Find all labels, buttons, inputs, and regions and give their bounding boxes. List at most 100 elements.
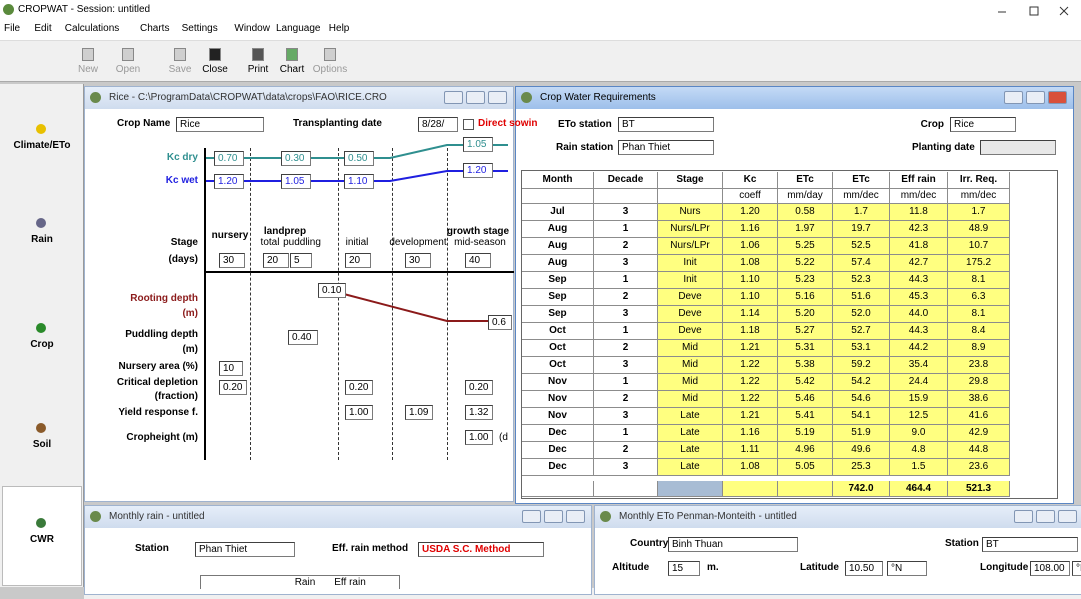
- window-button[interactable]: [1004, 91, 1023, 104]
- table-cell: 1.10: [723, 272, 778, 289]
- toolbar-button[interactable]: Chart: [279, 64, 305, 75]
- input-field[interactable]: Rice: [176, 117, 264, 132]
- table-cell: Oct: [522, 323, 594, 340]
- table-cell: Deve: [658, 289, 723, 306]
- unit-cell: [522, 189, 594, 204]
- window-button[interactable]: [1014, 510, 1033, 523]
- input-field[interactable]: 1.10: [344, 174, 374, 189]
- dropdown[interactable]: °N: [887, 561, 927, 576]
- table-cell: 45.3: [890, 289, 948, 306]
- input-field[interactable]: 0.50: [344, 151, 374, 166]
- window-button[interactable]: [466, 91, 485, 104]
- input-field[interactable]: 108.00: [1030, 561, 1070, 576]
- sidebar-button[interactable]: CWR: [30, 534, 54, 545]
- window-button[interactable]: [544, 510, 563, 523]
- input-field[interactable]: 5: [290, 253, 312, 268]
- window-button[interactable]: [444, 91, 463, 104]
- window-controls[interactable]: [990, 4, 1080, 18]
- input-field[interactable]: 8/28/: [418, 117, 458, 132]
- label: Station: [945, 538, 979, 549]
- menu-item[interactable]: Window: [234, 23, 270, 34]
- input-field[interactable]: 1.32: [465, 405, 493, 420]
- input-field[interactable]: 10.50: [845, 561, 883, 576]
- window-button[interactable]: [488, 91, 507, 104]
- input-field[interactable]: 40: [465, 253, 491, 268]
- label: Cropheight (m): [126, 432, 198, 443]
- sidebar-button[interactable]: Climate/ETo: [13, 140, 71, 151]
- toolbar-button[interactable]: Close: [202, 64, 228, 75]
- window-title: Rice - C:\ProgramData\CROPWAT\data\crops…: [85, 87, 513, 109]
- input-field[interactable]: Phan Thiet: [618, 140, 714, 155]
- toolbar-button[interactable]: Options: [312, 64, 348, 75]
- label: Kc dry: [166, 152, 198, 163]
- input-field[interactable]: 1.05: [281, 174, 311, 189]
- menu-item[interactable]: Edit: [34, 23, 52, 34]
- label: Altitude: [612, 562, 650, 573]
- label: (fraction): [154, 391, 198, 402]
- input-field[interactable]: 1.20: [463, 163, 493, 178]
- table-cell: 44.3: [890, 272, 948, 289]
- input-field[interactable]: 0.30: [281, 151, 311, 166]
- sidebar-button[interactable]: Soil: [32, 439, 52, 450]
- window-button[interactable]: [1036, 510, 1055, 523]
- input-field[interactable]: 0.20: [345, 380, 373, 395]
- sidebar-button[interactable]: Crop: [30, 339, 54, 350]
- menu-item[interactable]: Settings: [181, 23, 218, 34]
- sidebar-button[interactable]: Rain: [31, 234, 53, 245]
- toolbar-button[interactable]: Save: [168, 64, 192, 75]
- column-header: Rain: [294, 577, 316, 588]
- input-field[interactable]: 15: [668, 561, 700, 576]
- table-cell: 44.0: [890, 306, 948, 323]
- stage-divider: [447, 148, 448, 460]
- table-cell: 1.08: [723, 459, 778, 476]
- table-cell: Mid: [658, 391, 723, 408]
- input-field[interactable]: BT: [982, 537, 1078, 552]
- input-field[interactable]: 0.6: [488, 315, 512, 330]
- input-field[interactable]: [980, 140, 1056, 155]
- input-field[interactable]: Rice: [950, 117, 1016, 132]
- window-button[interactable]: [1026, 91, 1045, 104]
- input-field[interactable]: 10: [219, 361, 243, 376]
- input-field[interactable]: 0.20: [465, 380, 493, 395]
- label: (d: [499, 432, 508, 443]
- input-field[interactable]: 0.10: [318, 283, 346, 298]
- menu-item[interactable]: Help: [328, 23, 350, 34]
- input-field[interactable]: Binh Thuan: [668, 537, 798, 552]
- window-button[interactable]: [566, 510, 585, 523]
- input-field[interactable]: 20: [345, 253, 371, 268]
- window-button[interactable]: [522, 510, 541, 523]
- input-field[interactable]: 0.70: [214, 151, 244, 166]
- input-field[interactable]: Phan Thiet: [195, 542, 295, 557]
- column-header: Decade: [594, 172, 658, 189]
- toolbar-button[interactable]: Print: [247, 64, 269, 75]
- table-cell: 1.22: [723, 391, 778, 408]
- window-button[interactable]: [1048, 91, 1067, 104]
- input-field[interactable]: 1.00: [465, 430, 493, 445]
- label: Latitude: [800, 562, 839, 573]
- input-field[interactable]: 1.00: [345, 405, 373, 420]
- label: Rain station: [556, 142, 614, 153]
- input-field[interactable]: 20: [263, 253, 289, 268]
- input-field[interactable]: 30: [405, 253, 431, 268]
- input-field[interactable]: 1.05: [463, 137, 493, 152]
- toolbar-button[interactable]: New: [77, 64, 98, 75]
- table-cell: 1.21: [723, 340, 778, 357]
- input-field[interactable]: 1.09: [405, 405, 433, 420]
- input-field[interactable]: 1.20: [214, 174, 244, 189]
- input-field[interactable]: 0.20: [219, 380, 247, 395]
- input-field[interactable]: 0.40: [288, 330, 318, 345]
- input-field[interactable]: 30: [219, 253, 245, 268]
- menu-item[interactable]: File: [4, 23, 21, 34]
- stage-label: growth stage: [446, 226, 510, 237]
- menu-item[interactable]: Language: [276, 23, 321, 34]
- dropdown[interactable]: °E: [1072, 561, 1081, 576]
- toolbar-button[interactable]: Open: [115, 64, 141, 75]
- menu-item[interactable]: Charts: [140, 23, 170, 34]
- stage-label: initial: [345, 237, 369, 248]
- input-field[interactable]: BT: [618, 117, 714, 132]
- menu-item[interactable]: Calculations: [64, 23, 120, 34]
- window-button[interactable]: [1058, 510, 1077, 523]
- table-cell: 6.3: [948, 289, 1010, 306]
- input-field[interactable]: USDA S.C. Method: [418, 542, 544, 557]
- table-cell: Late: [658, 425, 723, 442]
